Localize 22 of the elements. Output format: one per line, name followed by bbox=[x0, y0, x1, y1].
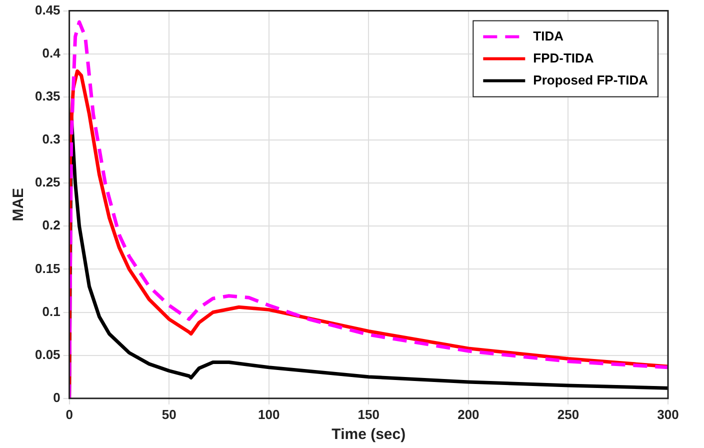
x-tick-label: 50 bbox=[162, 406, 176, 422]
legend-label: FPD-TIDA bbox=[533, 50, 594, 66]
x-tick-label: 100 bbox=[258, 406, 280, 422]
y-tick-label: 0 bbox=[53, 390, 60, 405]
y-tick-label: 0.4 bbox=[42, 45, 62, 60]
y-tick-label: 0.25 bbox=[34, 174, 60, 190]
y-tick-label: 0.1 bbox=[42, 304, 60, 319]
x-tick-label: 250 bbox=[557, 406, 580, 422]
y-tick-label: 0.15 bbox=[34, 260, 60, 276]
x-axis-title: Time (sec) bbox=[332, 426, 406, 444]
x-tick-label: 0 bbox=[66, 406, 73, 422]
y-tick-label: 0.45 bbox=[34, 2, 60, 18]
y-tick-label: 0.3 bbox=[42, 132, 60, 147]
legend-label: Proposed FP-TIDA bbox=[533, 72, 649, 88]
legend-label: TIDA bbox=[533, 28, 564, 44]
y-tick-label: 0.35 bbox=[34, 88, 60, 104]
y-tick-label: 0.2 bbox=[42, 218, 60, 233]
y-axis-title: MAE bbox=[10, 188, 28, 222]
x-tick-label: 150 bbox=[358, 406, 380, 422]
x-tick-label: 200 bbox=[458, 406, 480, 422]
y-tick-label: 0.05 bbox=[34, 346, 60, 362]
x-tick-label: 300 bbox=[657, 406, 679, 422]
